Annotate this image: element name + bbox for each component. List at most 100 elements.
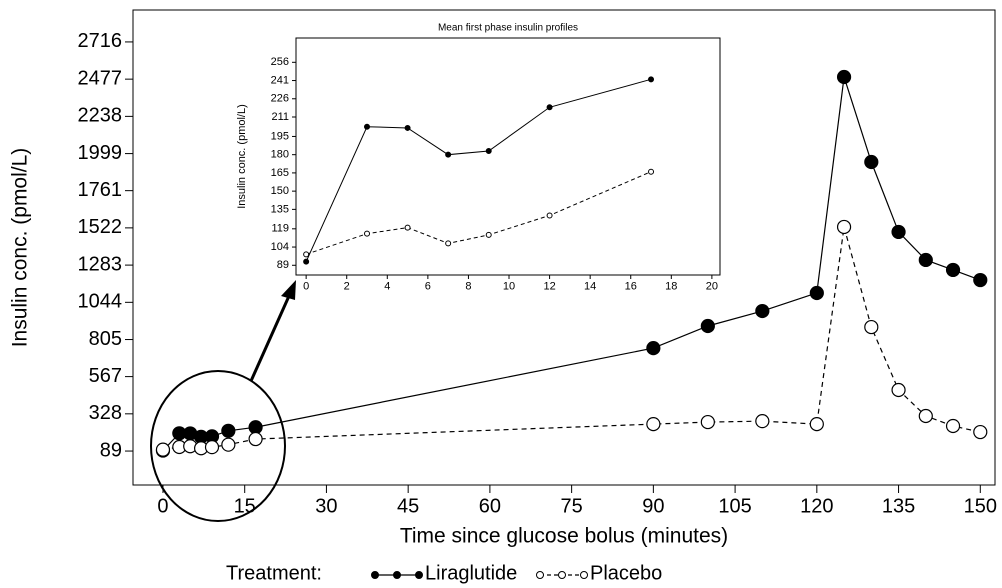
y-tick-label: 150	[271, 185, 289, 197]
y-tick-label: 2477	[78, 67, 123, 89]
arrow-head	[281, 280, 296, 300]
x-tick-label: 0	[303, 281, 309, 293]
x-tick-label: 16	[625, 281, 637, 293]
data-point	[700, 414, 715, 430]
data-point	[755, 303, 770, 319]
y-tick-label: 89	[100, 439, 122, 461]
y-axis-label: Insulin conc. (pmol/L)	[236, 104, 248, 209]
data-point	[248, 420, 263, 435]
legend-item: Placebo	[536, 562, 662, 584]
y-tick-label: 567	[89, 365, 122, 387]
y-axis-label: Insulin conc. (pmol/L)	[9, 148, 32, 348]
x-tick-label: 18	[665, 281, 677, 293]
data-point	[546, 212, 553, 219]
y-tick-label: 1761	[78, 179, 123, 201]
y-tick-label: 104	[271, 241, 289, 253]
x-tick-label: 30	[315, 495, 337, 517]
data-point	[864, 154, 879, 170]
y-tick-label: 241	[271, 74, 289, 86]
zoom-arrow	[249, 295, 291, 382]
x-tick-label: 10	[503, 281, 515, 293]
data-point	[485, 148, 492, 155]
data-point	[155, 442, 171, 457]
y-tick-label: 89	[277, 259, 289, 271]
data-point	[836, 69, 852, 85]
y-tick-label: 211	[271, 111, 289, 123]
zoom-circle	[150, 370, 286, 522]
data-point	[646, 417, 661, 432]
legend-title: Treatment:	[226, 562, 322, 584]
y-tick-label: 2238	[78, 105, 123, 127]
data-point	[204, 440, 220, 455]
data-point	[891, 224, 906, 240]
x-tick-label: 150	[964, 495, 997, 517]
y-tick-label: 195	[271, 130, 289, 142]
x-tick-label: 105	[718, 495, 751, 517]
legend-marker	[415, 571, 423, 579]
annotation	[150, 280, 296, 522]
data-point	[485, 231, 492, 238]
y-tick-label: 328	[89, 402, 122, 424]
inset-chart: 0 2 4 6 8 10 12 14 16 18 20 89 104 119 135 150 165 180 195…	[236, 23, 721, 293]
x-tick-label: 4	[384, 281, 390, 293]
data-point	[248, 431, 263, 447]
data-point	[945, 262, 961, 278]
y-tick-label: 226	[271, 93, 289, 105]
x-tick-label: 45	[397, 495, 419, 517]
data-point	[404, 124, 411, 131]
data-point	[404, 224, 411, 231]
y-tick-label: 256	[271, 56, 289, 68]
data-point	[445, 151, 452, 158]
x-tick-label: 8	[465, 281, 471, 293]
y-tick-label: 2716	[78, 30, 123, 52]
legend-label: Liraglutide	[425, 562, 517, 584]
data-point	[864, 319, 879, 335]
data-point	[646, 341, 661, 356]
data-point	[303, 251, 310, 258]
y-tick-label: 805	[89, 328, 122, 350]
legend-marker	[371, 571, 379, 579]
legend-marker	[536, 571, 544, 579]
data-point	[648, 168, 655, 175]
x-tick-label: 135	[882, 495, 915, 517]
x-tick-label: 60	[479, 495, 501, 517]
data-point	[973, 424, 988, 440]
legend-item: Liraglutide	[371, 562, 517, 584]
data-point	[755, 414, 770, 429]
data-point	[445, 240, 452, 247]
data-point	[973, 272, 988, 288]
chart-title: Mean first phase insulin profiles	[438, 23, 578, 34]
data-point	[221, 423, 236, 438]
y-tick-label: 180	[271, 149, 289, 161]
data-point	[809, 285, 824, 301]
x-tick-label: 14	[584, 281, 596, 293]
y-tick-label: 1283	[78, 253, 123, 275]
legend-marker	[580, 571, 588, 579]
data-point	[303, 258, 310, 265]
y-tick-label: 1044	[78, 291, 123, 313]
legend-label: Placebo	[590, 562, 662, 584]
data-point	[918, 252, 933, 268]
y-tick-label: 1522	[78, 216, 123, 238]
plot-area	[295, 37, 721, 276]
x-tick-label: 90	[642, 495, 664, 517]
x-tick-label: 75	[561, 495, 583, 517]
x-tick-label: 120	[800, 495, 833, 517]
data-point	[221, 437, 236, 452]
legend: Treatment: Liraglutide Placebo	[226, 562, 662, 584]
y-tick-label: 135	[271, 203, 289, 215]
data-point	[891, 382, 906, 398]
x-axis-label: Time since glucose bolus (minutes)	[400, 525, 728, 548]
data-point	[648, 76, 655, 83]
data-point	[809, 417, 824, 432]
series-line	[162, 226, 981, 451]
data-point	[364, 123, 371, 130]
data-point	[546, 104, 553, 111]
x-tick-label: 6	[425, 281, 431, 293]
y-tick-label: 1999	[78, 142, 123, 164]
x-tick-label: 12	[543, 281, 555, 293]
x-tick-label: 20	[706, 281, 718, 293]
legend-marker	[393, 571, 401, 579]
y-tick-label: 165	[271, 167, 289, 179]
data-point	[918, 408, 933, 424]
